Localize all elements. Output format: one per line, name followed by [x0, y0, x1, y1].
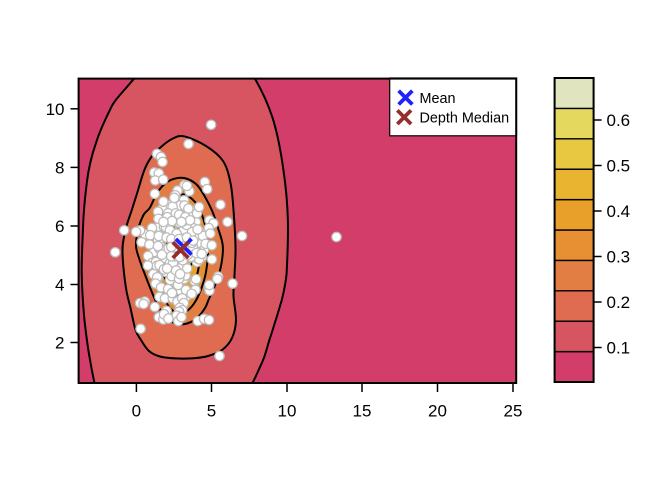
- svg-text:10: 10: [278, 402, 297, 421]
- svg-text:6: 6: [55, 217, 64, 236]
- svg-text:20: 20: [428, 402, 447, 421]
- svg-text:2: 2: [55, 334, 64, 353]
- svg-text:0.6: 0.6: [607, 111, 631, 130]
- svg-text:10: 10: [46, 100, 65, 119]
- svg-text:4: 4: [55, 276, 64, 295]
- svg-text:0.2: 0.2: [607, 293, 631, 312]
- svg-text:0.5: 0.5: [607, 157, 631, 176]
- svg-text:8: 8: [55, 158, 64, 177]
- svg-text:0.3: 0.3: [607, 248, 631, 267]
- svg-text:0: 0: [132, 402, 141, 421]
- svg-text:25: 25: [504, 402, 523, 421]
- svg-text:5: 5: [207, 402, 216, 421]
- svg-text:15: 15: [353, 402, 372, 421]
- svg-text:0.1: 0.1: [607, 339, 631, 358]
- svg-text:Mean: Mean: [420, 91, 456, 107]
- svg-text:0.4: 0.4: [607, 202, 631, 221]
- svg-text:Depth Median: Depth Median: [420, 110, 510, 126]
